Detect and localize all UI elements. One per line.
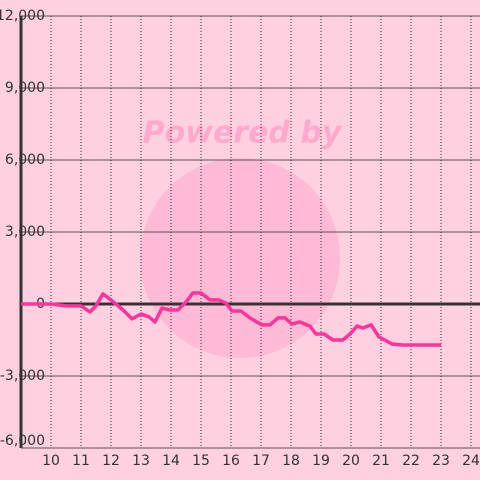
x-tick-label: 23: [432, 453, 450, 469]
x-tick-label: 21: [372, 453, 390, 469]
x-tick-label: 11: [72, 453, 90, 469]
watermark: Powered by: [143, 116, 343, 151]
x-tick-label: 18: [282, 453, 300, 469]
x-tick-label: 14: [162, 453, 180, 469]
x-tick-label: 17: [252, 453, 270, 469]
watermark-logo: [140, 158, 340, 358]
y-tick-label: 12,000: [0, 8, 45, 24]
y-tick-label: 6,000: [5, 152, 45, 168]
x-tick-label: 13: [132, 453, 150, 469]
y-tick-label: -3,000: [0, 368, 45, 384]
x-tick-label: 24: [462, 453, 480, 469]
x-tick-label: 19: [312, 453, 330, 469]
x-tick-label: 15: [192, 453, 210, 469]
x-tick-label: 20: [342, 453, 360, 469]
data-line: [21, 291, 441, 347]
x-tick-label: 10: [42, 453, 60, 469]
x-tick-label: 16: [222, 453, 240, 469]
y-tick-label: 3,000: [5, 224, 45, 240]
x-tick-label: 22: [402, 453, 420, 469]
y-tick-label: 9,000: [5, 80, 45, 96]
x-tick-label: 12: [102, 453, 120, 469]
y-tick-label: -6,000: [0, 433, 45, 449]
